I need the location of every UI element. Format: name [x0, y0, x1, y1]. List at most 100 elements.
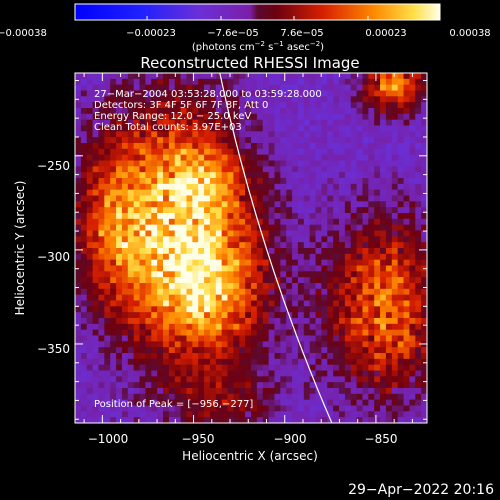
- heatmap-cell: [385, 405, 393, 412]
- heatmap-cell: [157, 96, 164, 103]
- heatmap-cell: [333, 108, 340, 115]
- heatmap-cell: [163, 335, 170, 342]
- heatmap-cell: [268, 388, 276, 395]
- heatmap-cell: [403, 271, 410, 278]
- heatmap-cell: [227, 323, 234, 331]
- heatmap-cell: [362, 411, 369, 418]
- heatmap-cell: [350, 323, 358, 331]
- heatmap-cell: [145, 259, 152, 267]
- heatmap-cell: [303, 283, 311, 290]
- heatmap-cell: [151, 183, 158, 191]
- heatmap-cell: [333, 283, 340, 290]
- heatmap-cell: [104, 358, 111, 366]
- heatmap-cell: [397, 160, 405, 167]
- heatmap-cell: [274, 224, 281, 232]
- heatmap-cell: [204, 341, 211, 348]
- heatmap-cell: [374, 195, 381, 202]
- heatmap-cell: [344, 283, 352, 290]
- heatmap-cell: [339, 271, 346, 278]
- heatmap-cell: [315, 236, 322, 243]
- heatmap-cell: [262, 102, 270, 109]
- heatmap-cell: [321, 213, 328, 220]
- heatmap-cell: [98, 224, 105, 232]
- heatmap-cell: [133, 172, 141, 179]
- heatmap-cell: [274, 148, 281, 156]
- heatmap-cell: [380, 335, 387, 342]
- heatmap-cell: [98, 242, 105, 249]
- heatmap-cell: [168, 113, 176, 121]
- heatmap-cell: [98, 388, 105, 395]
- heatmap-cell: [385, 195, 393, 202]
- heatmap-cell: [292, 230, 299, 237]
- heatmap-cell: [92, 417, 100, 423]
- heatmap-cell: [186, 288, 193, 296]
- heatmap-cell: [274, 370, 281, 377]
- heatmap-cell: [186, 201, 193, 208]
- heatmap-cell: [374, 96, 381, 103]
- heatmap-cell: [221, 137, 229, 144]
- heatmap-cell: [110, 143, 117, 150]
- heatmap-cell: [286, 376, 293, 383]
- heatmap-cell: [374, 376, 381, 383]
- heatmap-cell: [280, 300, 287, 307]
- heatmap-cell: [315, 259, 322, 267]
- heatmap-cell: [397, 306, 405, 313]
- heatmap-cell: [127, 353, 135, 360]
- heatmap-cell: [215, 207, 223, 214]
- heatmap-cell: [268, 201, 276, 208]
- heatmap-cell: [421, 300, 427, 307]
- heatmap-cell: [75, 405, 82, 412]
- heatmap-cell: [321, 119, 328, 127]
- heatmap-cell: [333, 265, 340, 272]
- heatmap-cell: [251, 253, 258, 261]
- heatmap-cell: [151, 417, 158, 423]
- heatmap-cell: [75, 73, 82, 80]
- heatmap-cell: [333, 335, 340, 342]
- heatmap-cell: [262, 300, 270, 307]
- heatmap-cell: [415, 113, 422, 121]
- heatmap-cell: [209, 399, 217, 407]
- heatmap-cell: [409, 388, 416, 395]
- heatmap-cell: [133, 323, 141, 331]
- heatmap-cell: [227, 335, 234, 342]
- heatmap-cell: [380, 411, 387, 418]
- heatmap-cell: [380, 148, 387, 156]
- heatmap-cell: [104, 143, 111, 150]
- heatmap-cell: [356, 131, 364, 138]
- heatmap-cell: [251, 411, 258, 418]
- heatmap-cell: [344, 353, 352, 360]
- heatmap-cell: [327, 201, 334, 208]
- heatmap-cell: [403, 277, 410, 284]
- heatmap-cell: [391, 96, 399, 103]
- heatmap-cell: [350, 312, 358, 319]
- heatmap-cell: [80, 294, 88, 302]
- heatmap-cell: [262, 405, 270, 412]
- heatmap-cell: [368, 108, 375, 115]
- heatmap-cell: [251, 358, 258, 366]
- heatmap-cell: [98, 376, 105, 383]
- heatmap-cell: [251, 213, 258, 220]
- heatmap-cell: [421, 347, 427, 354]
- heatmap-cell: [198, 224, 205, 232]
- heatmap-cell: [315, 300, 322, 307]
- heatmap-cell: [333, 131, 340, 138]
- heatmap-cell: [385, 96, 393, 103]
- heatmap-cell: [104, 341, 111, 348]
- heatmap-cell: [104, 399, 111, 407]
- heatmap-cell: [151, 382, 158, 389]
- heatmap-cell: [297, 108, 305, 115]
- heatmap-cell: [104, 353, 111, 360]
- heatmap-cell: [174, 312, 182, 319]
- heatmap-cell: [116, 172, 123, 179]
- heatmap-cell: [421, 178, 427, 185]
- heatmap-cell: [391, 411, 399, 418]
- heatmap-cell: [80, 125, 88, 132]
- heatmap-cell: [192, 335, 199, 342]
- heatmap-cell: [116, 218, 123, 226]
- heatmap-cell: [204, 405, 211, 412]
- heatmap-cell: [215, 78, 223, 86]
- heatmap-cell: [315, 207, 322, 214]
- heatmap-cell: [385, 207, 393, 214]
- heatmap-cell: [286, 271, 293, 278]
- heatmap-cell: [256, 125, 264, 132]
